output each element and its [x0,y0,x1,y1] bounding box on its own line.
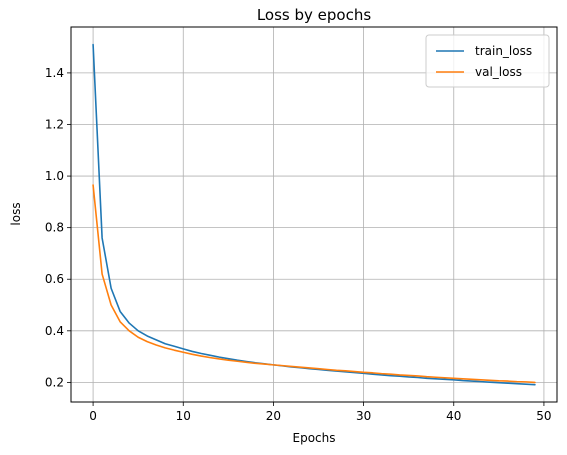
x-axis-label: Epochs [293,431,336,445]
y-tick-label: 1.0 [45,169,64,183]
x-tick-label: 20 [266,409,281,423]
series-layer [92,43,536,386]
legend: train_loss val_loss [425,34,550,88]
legend-label-val-loss: val_loss [475,65,522,79]
y-tick-label: 0.8 [45,221,64,235]
grid-lines [71,27,557,402]
x-tick-label: 50 [536,409,551,423]
y-tick-label: 0.4 [45,324,64,338]
plot-frame [70,26,558,403]
chart-title: Loss by epochs [257,6,372,24]
x-tick-label: 30 [356,409,371,423]
y-axis-label: loss [9,202,23,225]
y-tick-label: 0.6 [45,272,64,286]
legend-label-train-loss: train_loss [475,44,532,58]
axis-ticks: 0 10 20 30 40 50 0.2 0.4 0.6 0.8 1.0 1.2 1.4 [45,66,552,423]
y-tick-label: 0.2 [45,375,64,389]
x-tick-label: 0 [89,409,97,423]
series-line-val-loss [92,184,536,384]
legend-box [425,34,550,88]
x-tick-label: 40 [446,409,461,423]
y-tick-label: 1.2 [45,117,64,131]
plot-area [71,27,557,402]
x-tick-label: 10 [176,409,191,423]
y-tick-label: 1.4 [45,66,64,80]
